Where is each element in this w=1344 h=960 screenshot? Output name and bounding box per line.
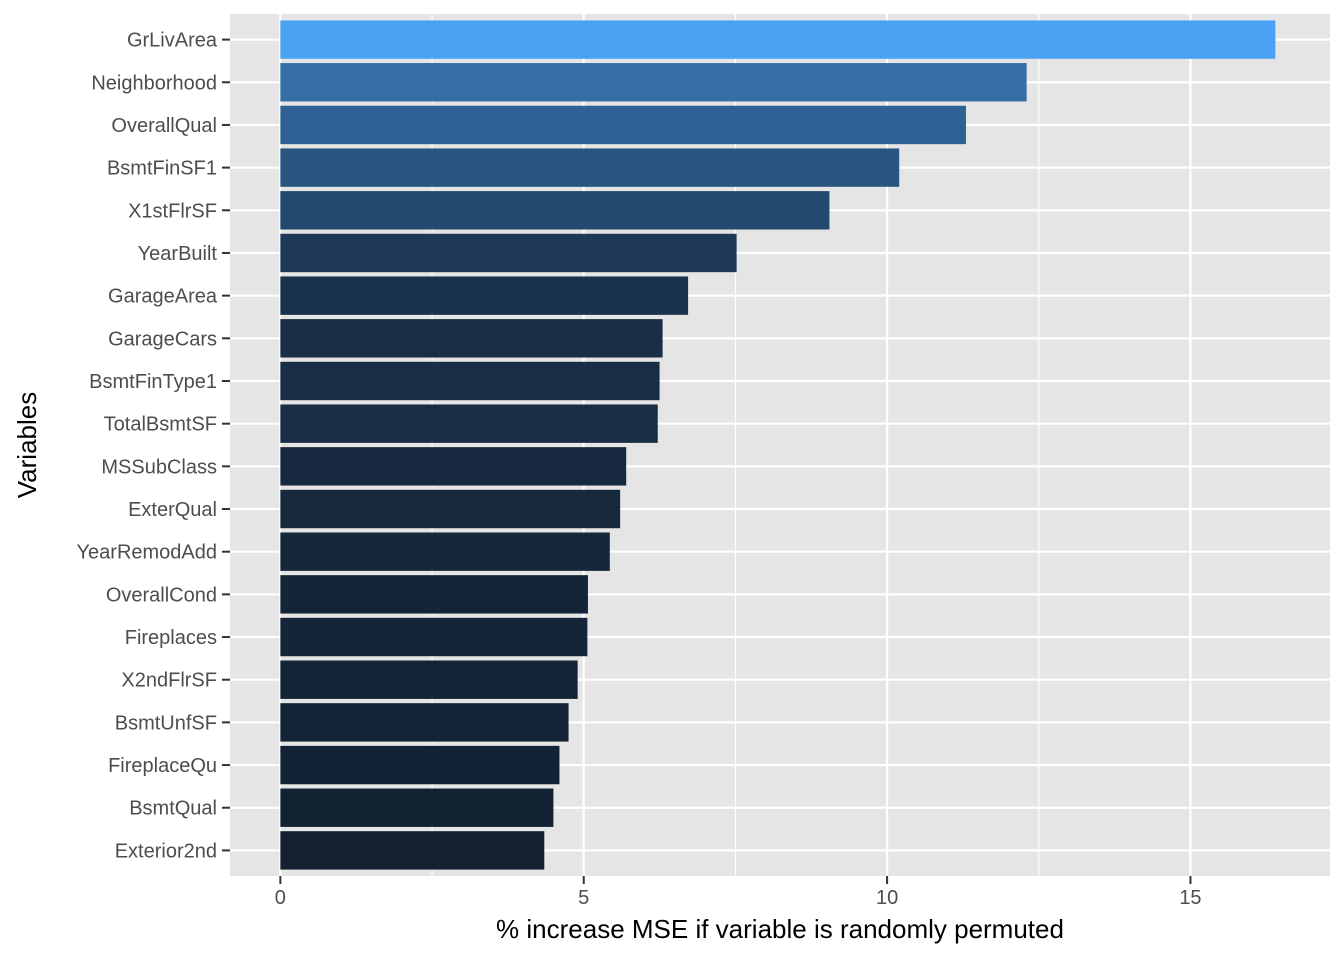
- y-tick-label-bsmtunfsf: BsmtUnfSF: [115, 712, 217, 734]
- bar-x1stflrsf: [280, 191, 830, 230]
- bar-totalbsmtsf: [280, 404, 658, 443]
- y-tick-label-bsmtfinsf1: BsmtFinSF1: [107, 158, 217, 180]
- x-axis: 0 5 10 15: [275, 876, 1202, 909]
- y-tick-label-neighborhood: Neighborhood: [91, 72, 217, 94]
- bar-x2ndflrsf: [280, 660, 578, 699]
- bar-mssubclass: [280, 447, 627, 486]
- y-tick-label-exterior2nd: Exterior2nd: [115, 840, 217, 862]
- y-tick-label-mssubclass: MSSubClass: [101, 456, 217, 478]
- y-axis: GrLivArea Neighborhood OverallQual BsmtFinS…: [77, 30, 230, 862]
- y-tick-label-bsmtqual: BsmtQual: [129, 798, 217, 820]
- y-tick-label-x2ndflrsf: X2ndFlrSF: [121, 670, 217, 692]
- bar-garagecars: [280, 319, 663, 358]
- bar-fireplacequ: [280, 745, 560, 785]
- y-axis-title: Variables: [12, 392, 42, 498]
- y-tick-label-overallqual: OverallQual: [111, 115, 217, 137]
- bar-yearbuilt: [280, 233, 737, 273]
- bar-exterior2nd: [280, 831, 545, 870]
- y-tick-label-garagearea: GarageArea: [108, 286, 218, 308]
- bar-yearremodadd: [280, 532, 610, 571]
- bar-overallqual: [280, 105, 966, 145]
- x-tick-label: 5: [578, 887, 589, 909]
- y-tick-label-grlivarea: GrLivArea: [127, 30, 218, 52]
- bar-neighborhood: [280, 63, 1027, 102]
- y-tick-label-x1stflrsf: X1stFlrSF: [128, 200, 217, 222]
- y-tick-label-exterqual: ExterQual: [128, 499, 217, 521]
- x-tick-label: 15: [1179, 887, 1201, 909]
- bar-exterqual: [280, 489, 621, 529]
- y-tick-label-garagecars: GarageCars: [108, 328, 217, 350]
- bar-bsmtfinsf1: [280, 148, 900, 187]
- bar-bsmtfintype1: [280, 361, 660, 401]
- y-tick-label-bsmtfintype1: BsmtFinType1: [89, 371, 217, 393]
- bar-garagearea: [280, 276, 689, 315]
- bar-bsmtunfsf: [280, 703, 569, 742]
- x-tick-label: 10: [876, 887, 898, 909]
- y-tick-label-fireplacequ: FireplaceQu: [108, 755, 217, 777]
- y-tick-label-yearremodadd: YearRemodAdd: [77, 542, 217, 564]
- x-tick-label: 0: [275, 887, 286, 909]
- y-tick-label-yearbuilt: YearBuilt: [138, 243, 218, 265]
- bar-overallcond: [280, 575, 588, 614]
- x-axis-title: % increase MSE if variable is randomly p…: [496, 914, 1064, 944]
- y-tick-label-fireplaces: Fireplaces: [125, 627, 217, 649]
- bar-fireplaces: [280, 617, 588, 657]
- bar-bsmtqual: [280, 788, 554, 827]
- bar-grlivarea: [280, 20, 1276, 59]
- bars: [280, 20, 1276, 870]
- y-tick-label-totalbsmtsf: TotalBsmtSF: [104, 414, 217, 436]
- y-tick-label-overallcond: OverallCond: [106, 584, 217, 606]
